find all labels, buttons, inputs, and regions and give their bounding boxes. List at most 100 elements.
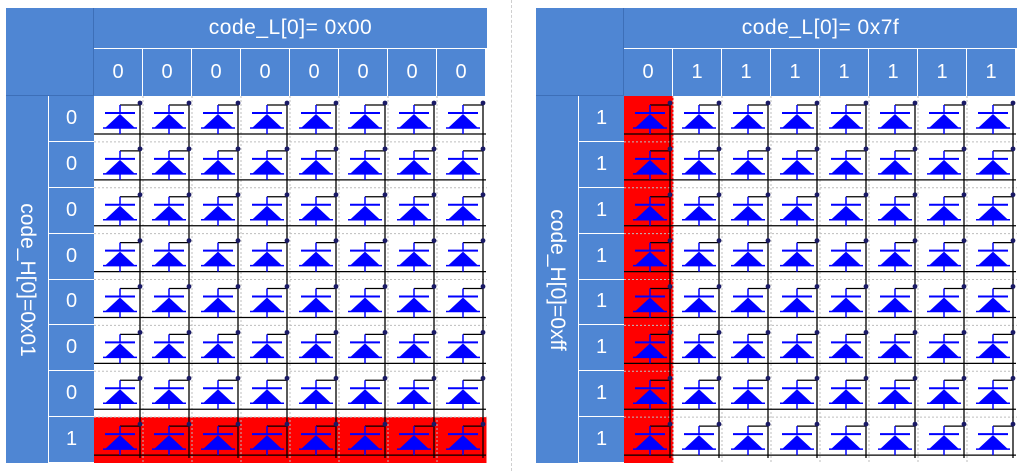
diode-icon [299, 192, 339, 226]
diode-icon [927, 329, 967, 364]
diode-icon [103, 375, 143, 410]
diode-icon [682, 192, 722, 226]
diode-icon [829, 100, 869, 134]
diode-icon [446, 375, 486, 410]
diode-icon [299, 100, 339, 134]
led-grid [624, 96, 1017, 463]
diode-icon [731, 375, 771, 410]
diode-icon [397, 375, 437, 410]
row-header-4: 0 [49, 279, 94, 326]
diode-icon [633, 421, 673, 456]
diode-icon [829, 329, 869, 364]
diode-icon [152, 192, 192, 226]
diode-icon [927, 421, 967, 456]
diode-icon [878, 238, 918, 272]
diode-icon [348, 375, 388, 410]
diode-icon [103, 146, 143, 180]
row-code-title-box: code_H[0]=0x01 [6, 96, 49, 463]
diode-icon [348, 329, 388, 364]
diode-icon [682, 421, 722, 456]
diode-icon [103, 192, 143, 226]
diode-icon [250, 284, 290, 318]
column-header-0: 0 [624, 49, 673, 96]
diode-icon [299, 284, 339, 318]
column-header-6: 1 [918, 49, 967, 96]
diode-icon [397, 100, 437, 134]
diode-icon [201, 146, 241, 180]
diode-icon [780, 238, 820, 272]
column-header-4: 1 [820, 49, 869, 96]
diode-icon [633, 284, 673, 318]
row-header-7: 1 [579, 417, 624, 463]
diode-icon [633, 192, 673, 226]
diode-icon [927, 192, 967, 226]
diode-icon [682, 238, 722, 272]
diode-icon [250, 146, 290, 180]
diode-icon [878, 329, 918, 364]
column-header-4: 0 [290, 49, 339, 96]
row-header-7: 1 [49, 417, 94, 463]
column-header-1: 1 [673, 49, 722, 96]
row-header-5: 0 [49, 325, 94, 372]
corner-cell [6, 8, 94, 96]
diode-icon [829, 284, 869, 318]
diode-icon [927, 146, 967, 180]
diode-icon [250, 238, 290, 272]
column-header-7: 1 [967, 49, 1016, 96]
diode-icon [397, 146, 437, 180]
diode-icon [927, 100, 967, 134]
diode-icon [446, 421, 486, 456]
diode-icon [348, 146, 388, 180]
diode-icon [397, 284, 437, 318]
diode-icon [780, 146, 820, 180]
diode-icon [829, 146, 869, 180]
led-grid-svg [94, 96, 487, 463]
led-grid-svg [624, 96, 1017, 463]
diode-icon [976, 146, 1016, 180]
row-code-title-box: code_H[0]=0xff [536, 96, 579, 463]
diode-icon [152, 146, 192, 180]
diode-icon [829, 238, 869, 272]
diode-icon [682, 375, 722, 410]
column-header-7: 0 [437, 49, 486, 96]
diode-icon [348, 421, 388, 456]
diode-icon [878, 421, 918, 456]
diode-icon [152, 421, 192, 456]
diode-icon [103, 329, 143, 364]
diode-icon [201, 100, 241, 134]
diode-icon [250, 329, 290, 364]
diode-icon [103, 284, 143, 318]
diode-icon [829, 192, 869, 226]
diode-icon [731, 192, 771, 226]
diode-icon [446, 192, 486, 226]
diode-icon [633, 100, 673, 134]
column-code-title: code_L[0]= 0x7f [624, 8, 1017, 49]
diode-icon [780, 375, 820, 410]
center-divider [511, 0, 512, 471]
row-header-2: 1 [579, 187, 624, 234]
diode-icon [731, 421, 771, 456]
row-header-6: 1 [579, 371, 624, 418]
diode-icon [976, 284, 1016, 318]
diode-icon [878, 100, 918, 134]
diode-icon [250, 375, 290, 410]
diode-icon [152, 284, 192, 318]
column-code-title: code_L[0]= 0x00 [94, 8, 487, 49]
diode-icon [731, 146, 771, 180]
diode-icon [682, 329, 722, 364]
column-header-6: 0 [388, 49, 437, 96]
diode-icon [250, 192, 290, 226]
diode-icon [397, 192, 437, 226]
diode-icon [103, 421, 143, 456]
diode-icon [348, 100, 388, 134]
led-grid [94, 96, 487, 463]
diode-icon [446, 329, 486, 364]
diode-icon [201, 375, 241, 410]
diode-icon [927, 238, 967, 272]
diode-icon [731, 238, 771, 272]
diode-icon [103, 100, 143, 134]
diode-icon [446, 100, 486, 134]
diode-icon [976, 238, 1016, 272]
column-header-2: 0 [192, 49, 241, 96]
